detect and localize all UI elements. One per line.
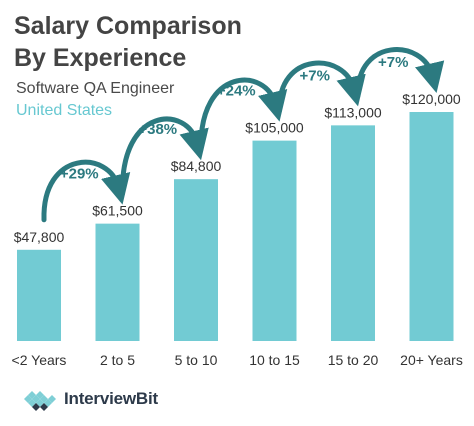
bars-group [17,112,454,341]
growth-arrow [119,116,209,197]
title-line-2: By Experience [14,44,187,72]
value-label: $120,000 [402,91,461,107]
bar [174,179,218,341]
category-label: 20+ Years [400,352,463,368]
growth-arrow [276,60,366,114]
growth-arrows-group: +29% +38% +24% +7% +7% [41,47,445,223]
value-label: $61,500 [92,203,143,219]
value-label: $113,000 [324,104,382,120]
category-label: 2 to 5 [100,352,135,368]
brand-name: InterviewBit [64,389,158,408]
bar [252,140,297,341]
bar [95,223,140,341]
value-label: $105,000 [245,120,304,136]
bar [409,112,454,341]
interviewbit-logo-icon [24,391,56,411]
title-line-1: Salary Comparison [14,12,242,40]
bar [17,249,61,341]
chart-title: Salary Comparison By Experience [14,10,242,74]
category-label: 5 to 10 [175,352,218,368]
growth-label: +24% [217,83,256,100]
growth-label: +7% [300,67,330,84]
value-label: $47,800 [14,229,65,245]
growth-label: +29% [60,166,99,183]
brand-logo: InterviewBit [20,386,158,412]
location: United States [16,102,113,119]
value-label: $84,800 [171,158,222,174]
bar [331,125,375,341]
job-title: Software QA Engineer [16,80,175,97]
growth-arrow [355,47,445,98]
growth-label: +7% [378,54,408,71]
growth-arrow [198,77,288,152]
growth-arrow [41,159,131,223]
growth-label: +38% [138,121,177,138]
category-label: 10 to 15 [249,352,300,368]
labels-group: $47,800 <2 Years $61,500 2 to 5 $84,800 5 to … [12,91,463,368]
category-label: 15 to 20 [328,352,379,368]
category-label: <2 Years [12,352,67,368]
